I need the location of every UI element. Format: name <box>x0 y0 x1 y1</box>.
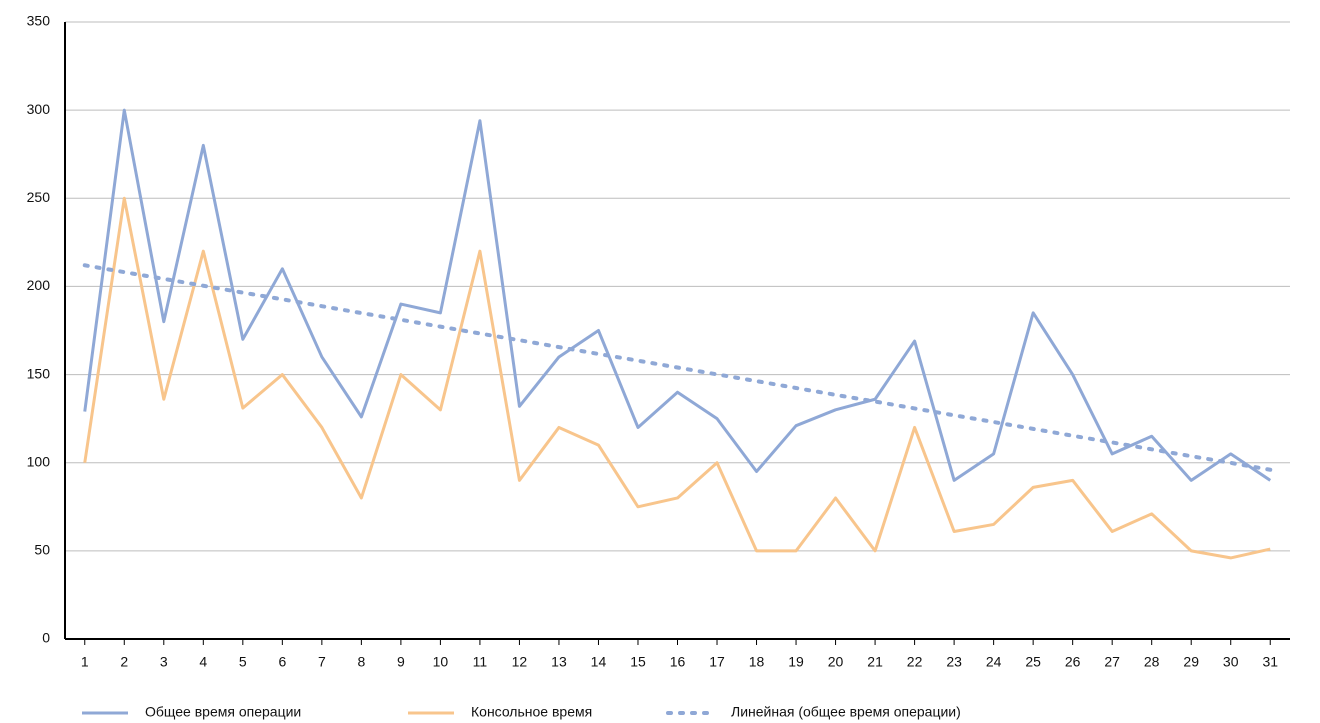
y-tick-label: 200 <box>27 277 51 293</box>
x-tick-label: 27 <box>1104 654 1120 670</box>
x-tick-label: 2 <box>120 654 128 670</box>
x-tick-label: 25 <box>1025 654 1041 670</box>
x-tick-label: 20 <box>828 654 844 670</box>
series-line <box>82 263 1273 472</box>
x-tick-label: 8 <box>357 654 365 670</box>
legend-label: Консольное время <box>471 704 592 720</box>
x-tick-label: 1 <box>81 654 89 670</box>
y-tick-label: 350 <box>27 13 51 29</box>
x-tick-label: 28 <box>1144 654 1160 670</box>
y-tick-label: 300 <box>27 101 51 117</box>
legend-label: Общее время операции <box>145 704 301 720</box>
x-tick-label: 18 <box>749 654 765 670</box>
x-tick-label: 5 <box>239 654 247 670</box>
x-tick-label: 6 <box>278 654 286 670</box>
x-tick-label: 24 <box>986 654 1002 670</box>
x-tick-label: 3 <box>160 654 168 670</box>
x-tick-label: 13 <box>551 654 567 670</box>
y-tick-label: 100 <box>27 453 51 469</box>
x-tick-label: 19 <box>788 654 804 670</box>
x-tick-label: 31 <box>1262 654 1278 670</box>
x-tick-label: 26 <box>1065 654 1081 670</box>
x-tick-label: 15 <box>630 654 646 670</box>
series-line <box>83 196 1271 560</box>
x-tick-label: 12 <box>512 654 528 670</box>
x-tick-label: 9 <box>397 654 405 670</box>
x-tick-label: 14 <box>591 654 607 670</box>
x-tick-label: 29 <box>1183 654 1199 670</box>
series-line <box>83 108 1272 482</box>
legend-label: Линейная (общее время операции) <box>731 704 961 720</box>
y-tick-label: 50 <box>34 542 50 558</box>
x-tick-label: 30 <box>1223 654 1239 670</box>
x-tick-label: 4 <box>199 654 207 670</box>
y-tick-label: 150 <box>27 365 51 381</box>
x-tick-label: 10 <box>433 654 449 670</box>
x-tick-label: 17 <box>709 654 725 670</box>
x-tick-label: 7 <box>318 654 326 670</box>
x-tick-label: 22 <box>907 654 923 670</box>
x-tick-label: 16 <box>670 654 686 670</box>
y-tick-label: 250 <box>27 189 51 205</box>
y-tick-label: 0 <box>42 630 50 646</box>
x-tick-label: 23 <box>946 654 962 670</box>
x-tick-label: 11 <box>473 654 488 670</box>
x-tick-label: 21 <box>867 654 883 670</box>
